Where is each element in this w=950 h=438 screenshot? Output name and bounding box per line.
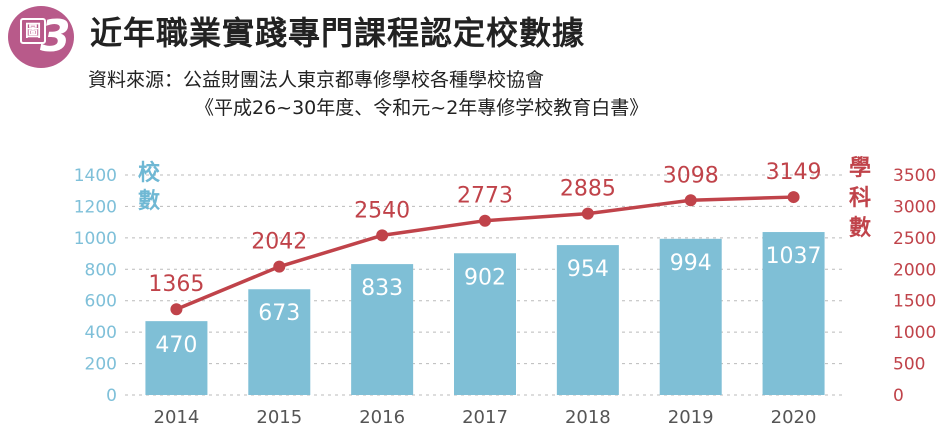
y-left-tick-label: 800 bbox=[85, 260, 117, 280]
line-value-label: 3098 bbox=[663, 163, 719, 188]
y-left-tick-label: 1400 bbox=[74, 166, 117, 186]
bar bbox=[145, 321, 208, 395]
y-right-axis-title: 數 bbox=[849, 216, 871, 241]
line-point bbox=[684, 194, 697, 207]
y-right-tick-label: 1000 bbox=[893, 323, 936, 343]
line-value-label: 1365 bbox=[148, 272, 204, 297]
x-tick-label: 2015 bbox=[256, 407, 302, 428]
figure-badge-label: 圖 bbox=[20, 18, 46, 44]
bar-value-label: 954 bbox=[567, 257, 609, 282]
bar bbox=[454, 253, 516, 395]
y-right-tick-label: 500 bbox=[893, 355, 925, 375]
y-left-axis-title: 校 bbox=[138, 160, 161, 186]
y-right-tick-label: 0 bbox=[893, 386, 904, 406]
y-right-axis-title: 科 bbox=[849, 186, 871, 211]
bar bbox=[659, 238, 722, 395]
x-tick-label: 2017 bbox=[462, 407, 508, 428]
y-left-tick-label: 0 bbox=[106, 386, 117, 406]
y-right-tick-label: 1500 bbox=[893, 292, 936, 312]
y-left-tick-label: 1000 bbox=[74, 229, 117, 249]
x-tick-label: 2019 bbox=[668, 407, 714, 428]
line-point bbox=[170, 303, 183, 316]
bar bbox=[351, 264, 414, 395]
line-point bbox=[273, 260, 286, 273]
y-left-tick-label: 200 bbox=[85, 355, 117, 375]
line-value-label: 2540 bbox=[354, 198, 410, 223]
line-value-label: 2042 bbox=[251, 230, 307, 255]
bar-value-label: 470 bbox=[155, 333, 197, 358]
y-left-tick-label: 600 bbox=[85, 292, 117, 312]
x-tick-label: 2018 bbox=[565, 407, 611, 428]
source-line-1: 資料來源：公益財團法人東京都專修學校各種學校協會 bbox=[88, 69, 545, 91]
line-value-label: 3149 bbox=[766, 160, 822, 185]
bar bbox=[762, 232, 825, 395]
source-line-2: 《平成26~30年度、令和元~2年專修学校教育白書》 bbox=[195, 97, 649, 119]
y-right-tick-label: 3500 bbox=[893, 166, 936, 186]
bar bbox=[556, 245, 619, 395]
y-right-tick-label: 2500 bbox=[893, 229, 936, 249]
x-tick-label: 2016 bbox=[359, 407, 405, 428]
figure-badge-number: 3 bbox=[40, 11, 71, 62]
figure-badge: 圖 3 bbox=[8, 6, 74, 68]
line-point bbox=[479, 214, 491, 227]
line-value-label: 2773 bbox=[457, 184, 513, 209]
line-value-label: 2885 bbox=[560, 177, 616, 202]
y-right-tick-label: 2000 bbox=[893, 260, 936, 280]
bar-value-label: 994 bbox=[670, 251, 712, 276]
bar-value-label: 833 bbox=[361, 276, 403, 301]
y-right-tick-label: 3000 bbox=[893, 197, 936, 217]
x-tick-label: 2020 bbox=[771, 407, 817, 428]
bar-value-label: 1037 bbox=[766, 244, 822, 269]
line-point bbox=[787, 191, 800, 204]
y-left-tick-label: 1200 bbox=[74, 197, 117, 217]
y-right-axis-title: 學 bbox=[849, 155, 871, 181]
line-point bbox=[376, 229, 389, 242]
line-point bbox=[581, 207, 594, 220]
y-left-tick-label: 400 bbox=[85, 323, 117, 343]
bar-value-label: 673 bbox=[258, 301, 300, 326]
bar-value-label: 902 bbox=[464, 265, 506, 290]
x-tick-label: 2014 bbox=[154, 407, 200, 428]
chart-title: 近年職業實踐專門課程認定校數據 bbox=[90, 14, 586, 52]
y-left-axis-title: 數 bbox=[138, 189, 160, 214]
bar bbox=[248, 289, 311, 395]
